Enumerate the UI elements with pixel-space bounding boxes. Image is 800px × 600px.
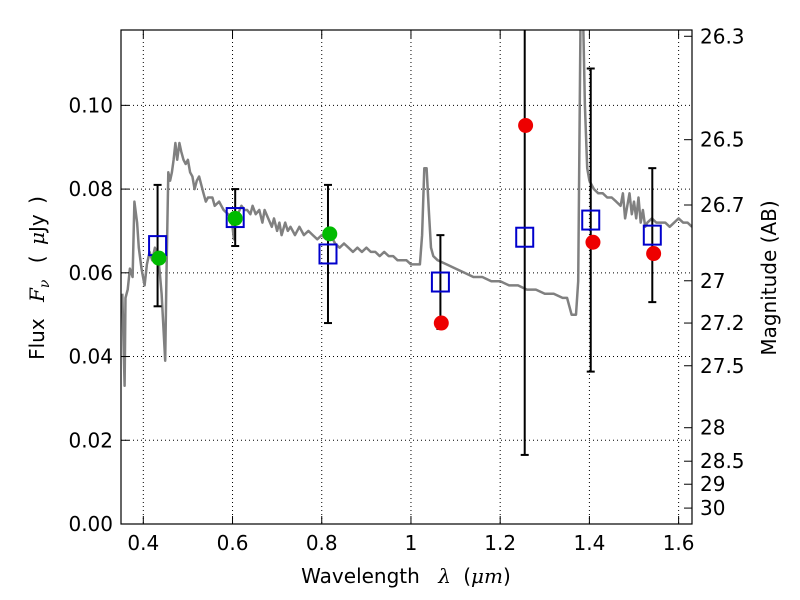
- y-tick-label: 0.02: [68, 428, 113, 452]
- y-right-tick-label: 27: [700, 269, 725, 293]
- green-data-point: [322, 226, 338, 242]
- y-right-tick-label: 27.2: [700, 311, 745, 335]
- model-band-box: [430, 271, 450, 293]
- x-tick-label: 1.6: [663, 531, 695, 555]
- model-band-box: [642, 224, 662, 246]
- y-tick-label: 0.06: [68, 261, 113, 285]
- y-right-tick-label: 29: [700, 472, 725, 496]
- y-right-tick-label: 28.5: [700, 449, 745, 473]
- plot-series: [121, 30, 692, 456]
- red-data-point: [433, 315, 449, 331]
- y-right-tick-label: 30: [700, 496, 725, 520]
- plot-frame: [120, 29, 693, 525]
- x-tick-label: 1.2: [484, 531, 516, 555]
- x-tick-label: 1.4: [573, 531, 605, 555]
- x-tick-label: 1: [405, 531, 418, 555]
- x-tick-label: 0.4: [127, 531, 159, 555]
- y-right-tick-label: 28: [700, 416, 725, 440]
- x-tick-label: 0.6: [217, 531, 249, 555]
- x-axis-label: Wavelength λ (μm): [301, 564, 511, 588]
- y-tick-label: 0.10: [68, 93, 113, 117]
- axis-labels: Wavelength λ (μm) Flux Fν ( μJy ) Magnit…: [25, 196, 781, 588]
- y-right-axis-label: Magnitude (AB): [757, 200, 781, 355]
- y-right-tick-label: 26.5: [700, 128, 745, 152]
- model-band-box: [225, 207, 245, 229]
- y-right-tick-label: 26.3: [700, 24, 745, 48]
- x-tick-label: 0.8: [306, 531, 338, 555]
- y-tick-label: 0.08: [68, 177, 113, 201]
- y-right-tick-label: 26.7: [700, 193, 745, 217]
- y-tick-label: 0.04: [68, 345, 113, 369]
- y-right-tick-label: 27.5: [700, 354, 745, 378]
- green-data-point: [227, 210, 243, 226]
- y-axis-label: Flux Fν ( μJy ): [25, 196, 54, 360]
- green-data-point: [151, 250, 167, 266]
- grid: [121, 30, 692, 525]
- model-band-box: [581, 209, 601, 231]
- red-data-point: [585, 234, 601, 250]
- red-data-point: [518, 117, 534, 133]
- model-band-box: [318, 243, 338, 265]
- y-tick-label: 0.00: [68, 512, 113, 536]
- model-spectrum-line: [121, 30, 692, 388]
- model-band-box: [515, 226, 535, 248]
- red-data-point: [646, 246, 662, 262]
- axes: 0.4 0.6 0.8 1 1.2 1.4 1.6 0.00 0.02 0.04 0.06 0.08 0…: [68, 24, 744, 555]
